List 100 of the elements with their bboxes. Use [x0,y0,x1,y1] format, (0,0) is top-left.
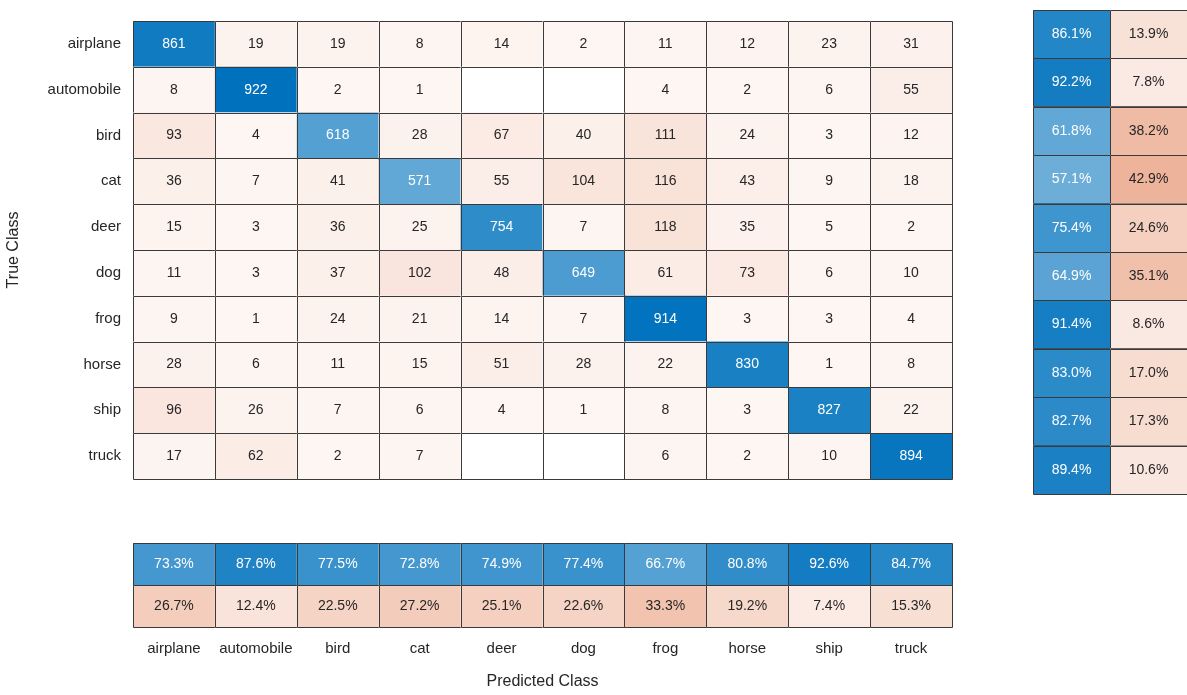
data-label: 57.1% [1051,170,1092,187]
data-label: 10 [903,263,920,280]
data-label: 38.2% [1128,121,1169,138]
data-label: 8.6% [1132,315,1165,332]
data-label: 80.8% [727,555,768,572]
data-label: 7.8% [1132,73,1165,90]
data-label: 15.3% [891,597,931,614]
data-label: 102 [407,263,432,280]
y-tick-label: dog [95,263,121,281]
x-axis-title: Predicted Class [486,671,599,689]
data-label: 41 [329,172,346,189]
data-label: 84.7% [891,555,931,572]
data-label: 4 [497,401,506,418]
data-label: 64.9% [1051,267,1092,284]
data-label: 66.7% [645,555,686,572]
data-label: 93 [166,126,182,143]
data-label: 7 [579,309,588,326]
data-label: 7 [415,446,424,463]
data-label: 26 [248,401,264,418]
data-label: 8 [907,355,916,372]
data-label: 10.6% [1128,460,1169,477]
data-label: 19.2% [727,597,768,614]
data-label: 11 [166,263,182,280]
x-tick-label: bird [325,638,351,656]
data-label: 116 [654,172,677,189]
x-tick-label: horse [728,638,767,656]
data-label: 3 [743,401,752,418]
data-label: 571 [407,172,432,189]
data-label: 22.5% [317,597,358,614]
data-label: 861 [162,34,186,51]
y-tick-label: automobile [47,79,121,97]
data-label: 104 [571,172,596,189]
data-label: 2 [333,446,342,463]
data-label: 6 [661,446,670,463]
y-tick-label: horse [83,354,121,372]
data-label: 6 [251,355,260,372]
y-tick-label: bird [95,125,121,143]
x-tick-label: frog [652,638,679,656]
data-label: 24 [329,309,346,326]
data-label: 12.4% [236,597,276,614]
data-label: 9 [170,309,179,326]
x-tick-label: truck [894,638,928,656]
data-label: 89.4% [1051,460,1092,477]
data-label: 23 [821,34,838,51]
data-label: 17.0% [1128,363,1169,380]
data-label: 31 [903,34,920,51]
data-label: 17 [166,446,182,463]
data-label: 22 [903,401,920,418]
data-label: 42.9% [1128,170,1169,187]
data-label: 7 [251,172,260,189]
data-label: 2 [579,34,588,51]
data-label: 35.1% [1128,267,1169,284]
data-label: 754 [489,217,514,234]
data-label: 33.3% [645,597,686,614]
x-tick-label: dog [570,638,596,656]
data-label: 7.4% [813,597,846,614]
y-tick-label: truck [88,446,122,464]
data-label: 28 [411,126,428,143]
data-label: 92.6% [809,555,849,572]
data-label: 25 [411,217,428,234]
x-tick-label: ship [815,638,843,656]
x-tick-label: cat [409,638,431,656]
data-label: 8 [661,401,670,418]
data-label: 19 [248,34,264,51]
data-label: 21 [411,309,428,326]
data-label: 67 [493,126,510,143]
data-label: 82.7% [1051,412,1092,429]
data-label: 43 [739,172,756,189]
data-label: 4 [907,309,916,326]
data-label: 75.4% [1051,218,1092,235]
data-label: 15 [166,217,182,234]
data-label: 19 [329,34,346,51]
data-label: 51 [493,355,510,372]
data-label: 91.4% [1051,315,1092,332]
data-label: 6 [415,401,424,418]
data-label: 1 [251,309,260,326]
data-label: 37 [329,263,346,280]
data-label: 28 [575,355,592,372]
data-label: 77.5% [317,555,358,572]
data-label: 118 [654,217,677,234]
data-label: 77.4% [563,555,604,572]
data-label: 111 [654,126,677,143]
data-label: 25.1% [481,597,522,614]
data-label: 7 [333,401,342,418]
data-label: 86.1% [1051,25,1092,42]
data-label: 5 [825,217,834,234]
data-label: 55 [493,172,510,189]
data-label: 10 [821,446,838,463]
x-tick-label: airplane [147,638,201,656]
data-label: 6 [825,263,834,280]
data-label: 12 [903,126,920,143]
data-label: 3 [251,263,260,280]
data-label: 73.3% [154,555,194,572]
data-label: 1 [415,80,424,97]
data-label: 13.9% [1128,25,1169,42]
data-label: 73 [739,263,756,280]
data-label: 83.0% [1051,363,1092,380]
data-label: 17.3% [1128,412,1169,429]
y-tick-label: ship [93,400,121,418]
data-label: 36 [166,172,182,189]
